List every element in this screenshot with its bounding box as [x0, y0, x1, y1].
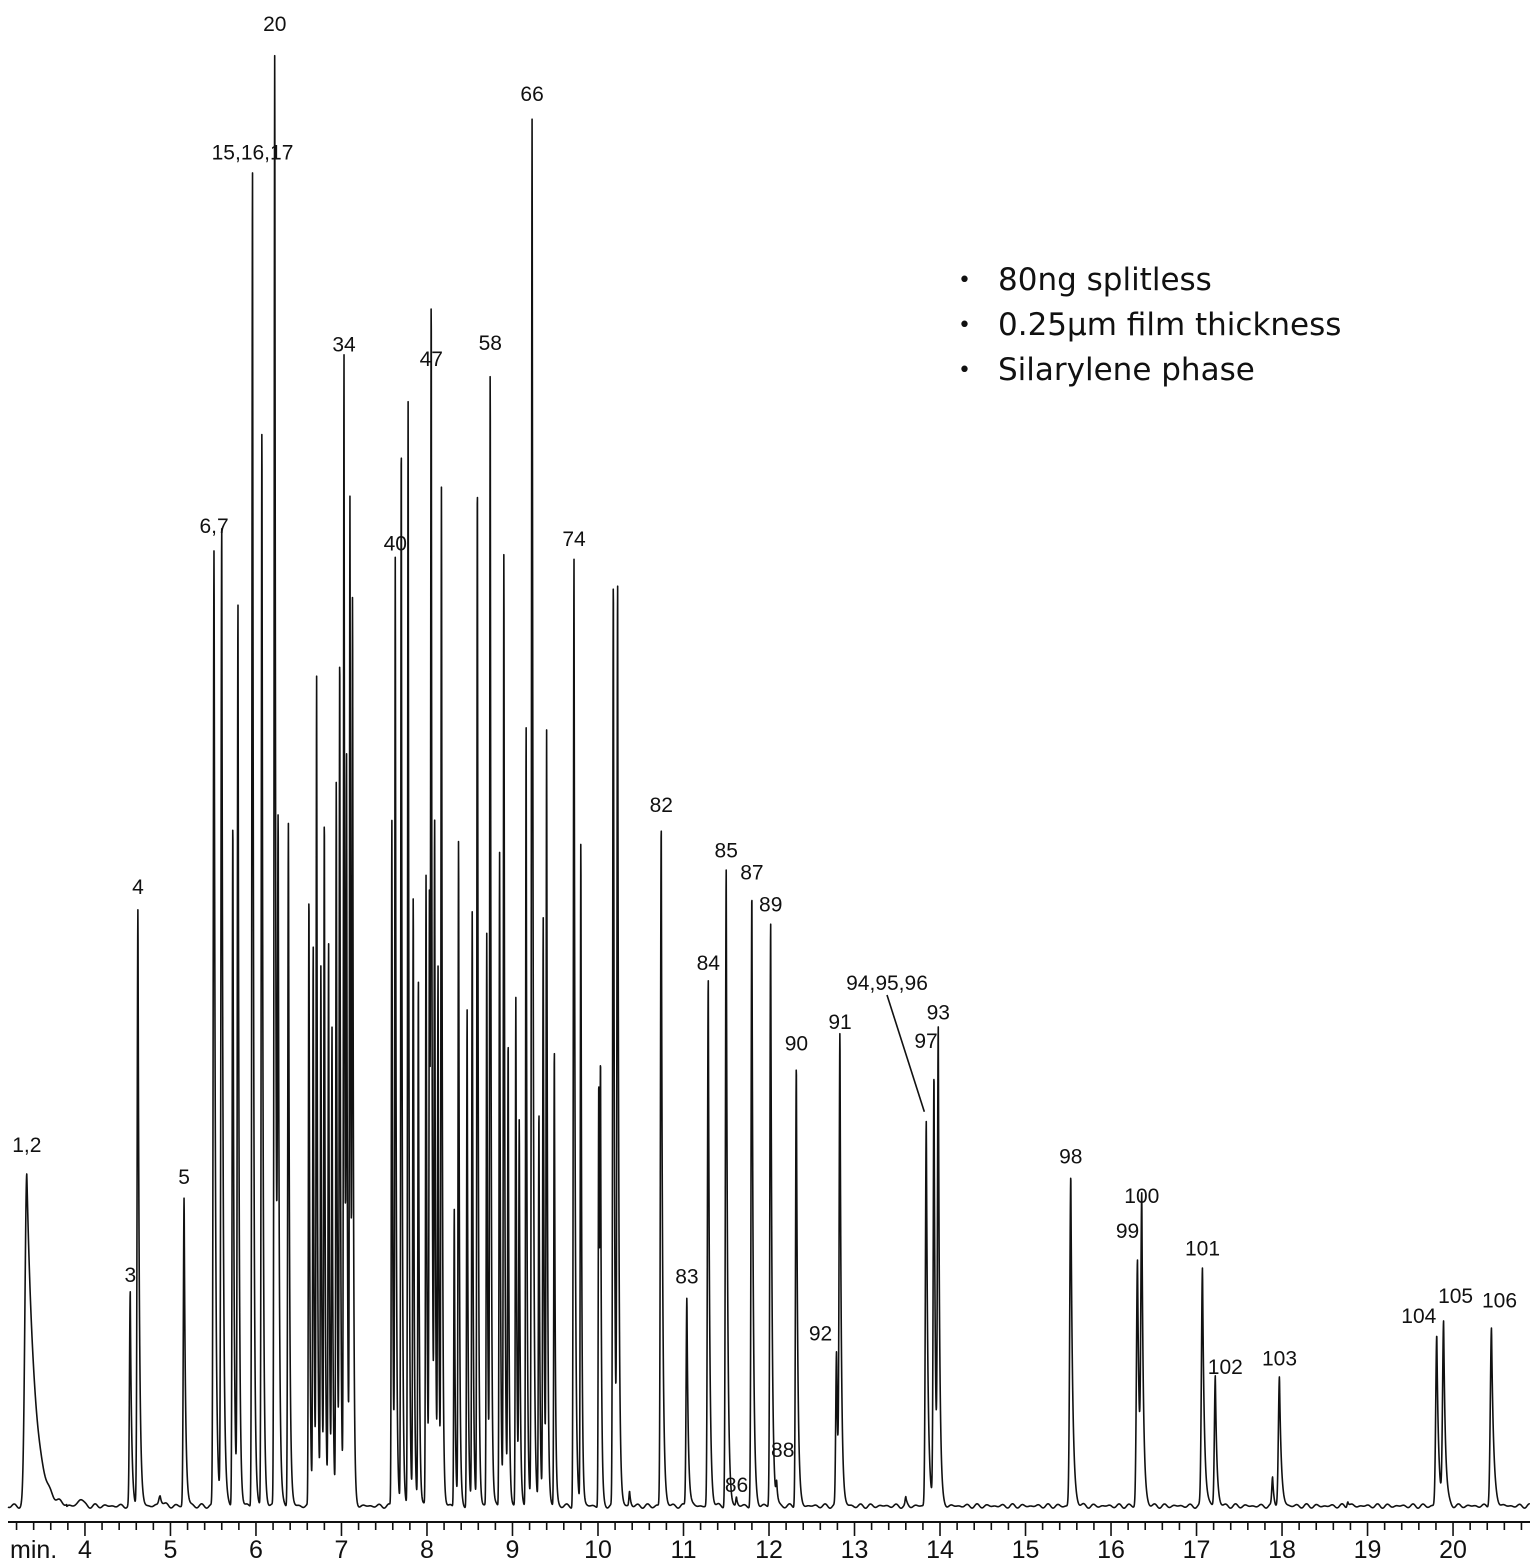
peak-labels: 1,23456,715,16,1720344047586674828384858… — [12, 13, 1517, 1497]
peak-label: 83 — [675, 1265, 698, 1288]
peak-label: 47 — [420, 348, 443, 371]
peak-label: 90 — [785, 1033, 808, 1056]
x-unit-label: min. — [10, 1536, 57, 1564]
peak-label: 88 — [771, 1439, 794, 1462]
peak-label: 93 — [927, 1002, 950, 1025]
x-tick-label: 16 — [1097, 1536, 1125, 1564]
x-tick-label: 13 — [841, 1536, 869, 1564]
x-tick-label: 8 — [420, 1536, 434, 1564]
chromatogram-trace — [7, 54, 1531, 1509]
peak-label: 84 — [697, 952, 721, 975]
x-tick-label: 9 — [506, 1536, 520, 1564]
peak-label: 98 — [1059, 1145, 1082, 1168]
peak-label: 102 — [1208, 1356, 1243, 1379]
bullet-icon: • — [958, 358, 971, 383]
peak-label: 104 — [1401, 1305, 1436, 1328]
x-tick-label: 15 — [1012, 1536, 1040, 1564]
peak-label: 100 — [1124, 1185, 1159, 1208]
x-tick-label: 18 — [1268, 1536, 1296, 1564]
peak-label: 89 — [759, 894, 782, 917]
bullet-icon: • — [958, 313, 971, 338]
peak-label: 101 — [1185, 1238, 1220, 1261]
annotation-item: • 0.25µm film thickness — [958, 303, 1341, 348]
peak-label: 85 — [715, 840, 738, 863]
x-tick-label: 19 — [1354, 1536, 1382, 1564]
peak-label: 3 — [124, 1264, 136, 1287]
x-axis: min. 4 5 6 7 8 9 10 11 12 13 14 15 16 17 18 19 20 — [8, 1521, 1530, 1564]
x-tick-label: 7 — [335, 1536, 349, 1564]
peak-label: 103 — [1262, 1347, 1297, 1370]
peak-label: 40 — [384, 532, 407, 555]
peak-label: 106 — [1482, 1290, 1517, 1313]
peak-label: 99 — [1116, 1220, 1139, 1243]
annotation-text: 0.25µm film thickness — [998, 307, 1342, 343]
x-tick-label: 6 — [249, 1536, 263, 1564]
peak-label: 74 — [562, 528, 586, 551]
x-tick-label: 11 — [671, 1536, 697, 1564]
peak-label: 58 — [479, 332, 502, 355]
peak-label: 15,16,17 — [212, 142, 294, 165]
peak-label: 4 — [132, 876, 144, 899]
peak-label: 91 — [828, 1011, 851, 1034]
peak-label: 5 — [178, 1166, 190, 1189]
peak-label: 94,95,96 — [846, 972, 928, 995]
x-tick-label: 4 — [78, 1536, 92, 1564]
annotation-text: Silarylene phase — [998, 352, 1255, 388]
peak-label: 20 — [263, 13, 286, 36]
peak-label: 97 — [914, 1030, 937, 1053]
peak-label: 6,7 — [199, 515, 228, 538]
x-tick-label: 14 — [926, 1536, 954, 1564]
peak-label: 34 — [332, 333, 356, 356]
leader-line — [886, 994, 926, 1113]
x-tick-label: 12 — [755, 1536, 783, 1564]
peak-label: 66 — [520, 83, 543, 106]
annotation-item: • 80ng splitless — [958, 258, 1341, 303]
bullet-icon: • — [958, 268, 971, 293]
peak-label: 1,2 — [12, 1134, 41, 1157]
peak-label: 92 — [809, 1322, 832, 1345]
annotation-item: • Silarylene phase — [958, 348, 1341, 393]
x-tick-label: 20 — [1439, 1536, 1467, 1564]
peak-label: 82 — [650, 794, 673, 817]
x-tick-label: 17 — [1183, 1536, 1211, 1564]
x-tick-label: 10 — [584, 1536, 612, 1564]
annotation-text: 80ng splitless — [998, 262, 1212, 298]
x-tick-label: 5 — [164, 1536, 178, 1564]
peak-label: 86 — [725, 1474, 748, 1497]
annotation-list: • 80ng splitless • 0.25µm film thickness… — [958, 258, 1341, 393]
peak-label: 87 — [740, 862, 763, 885]
peak-label: 105 — [1438, 1285, 1473, 1308]
